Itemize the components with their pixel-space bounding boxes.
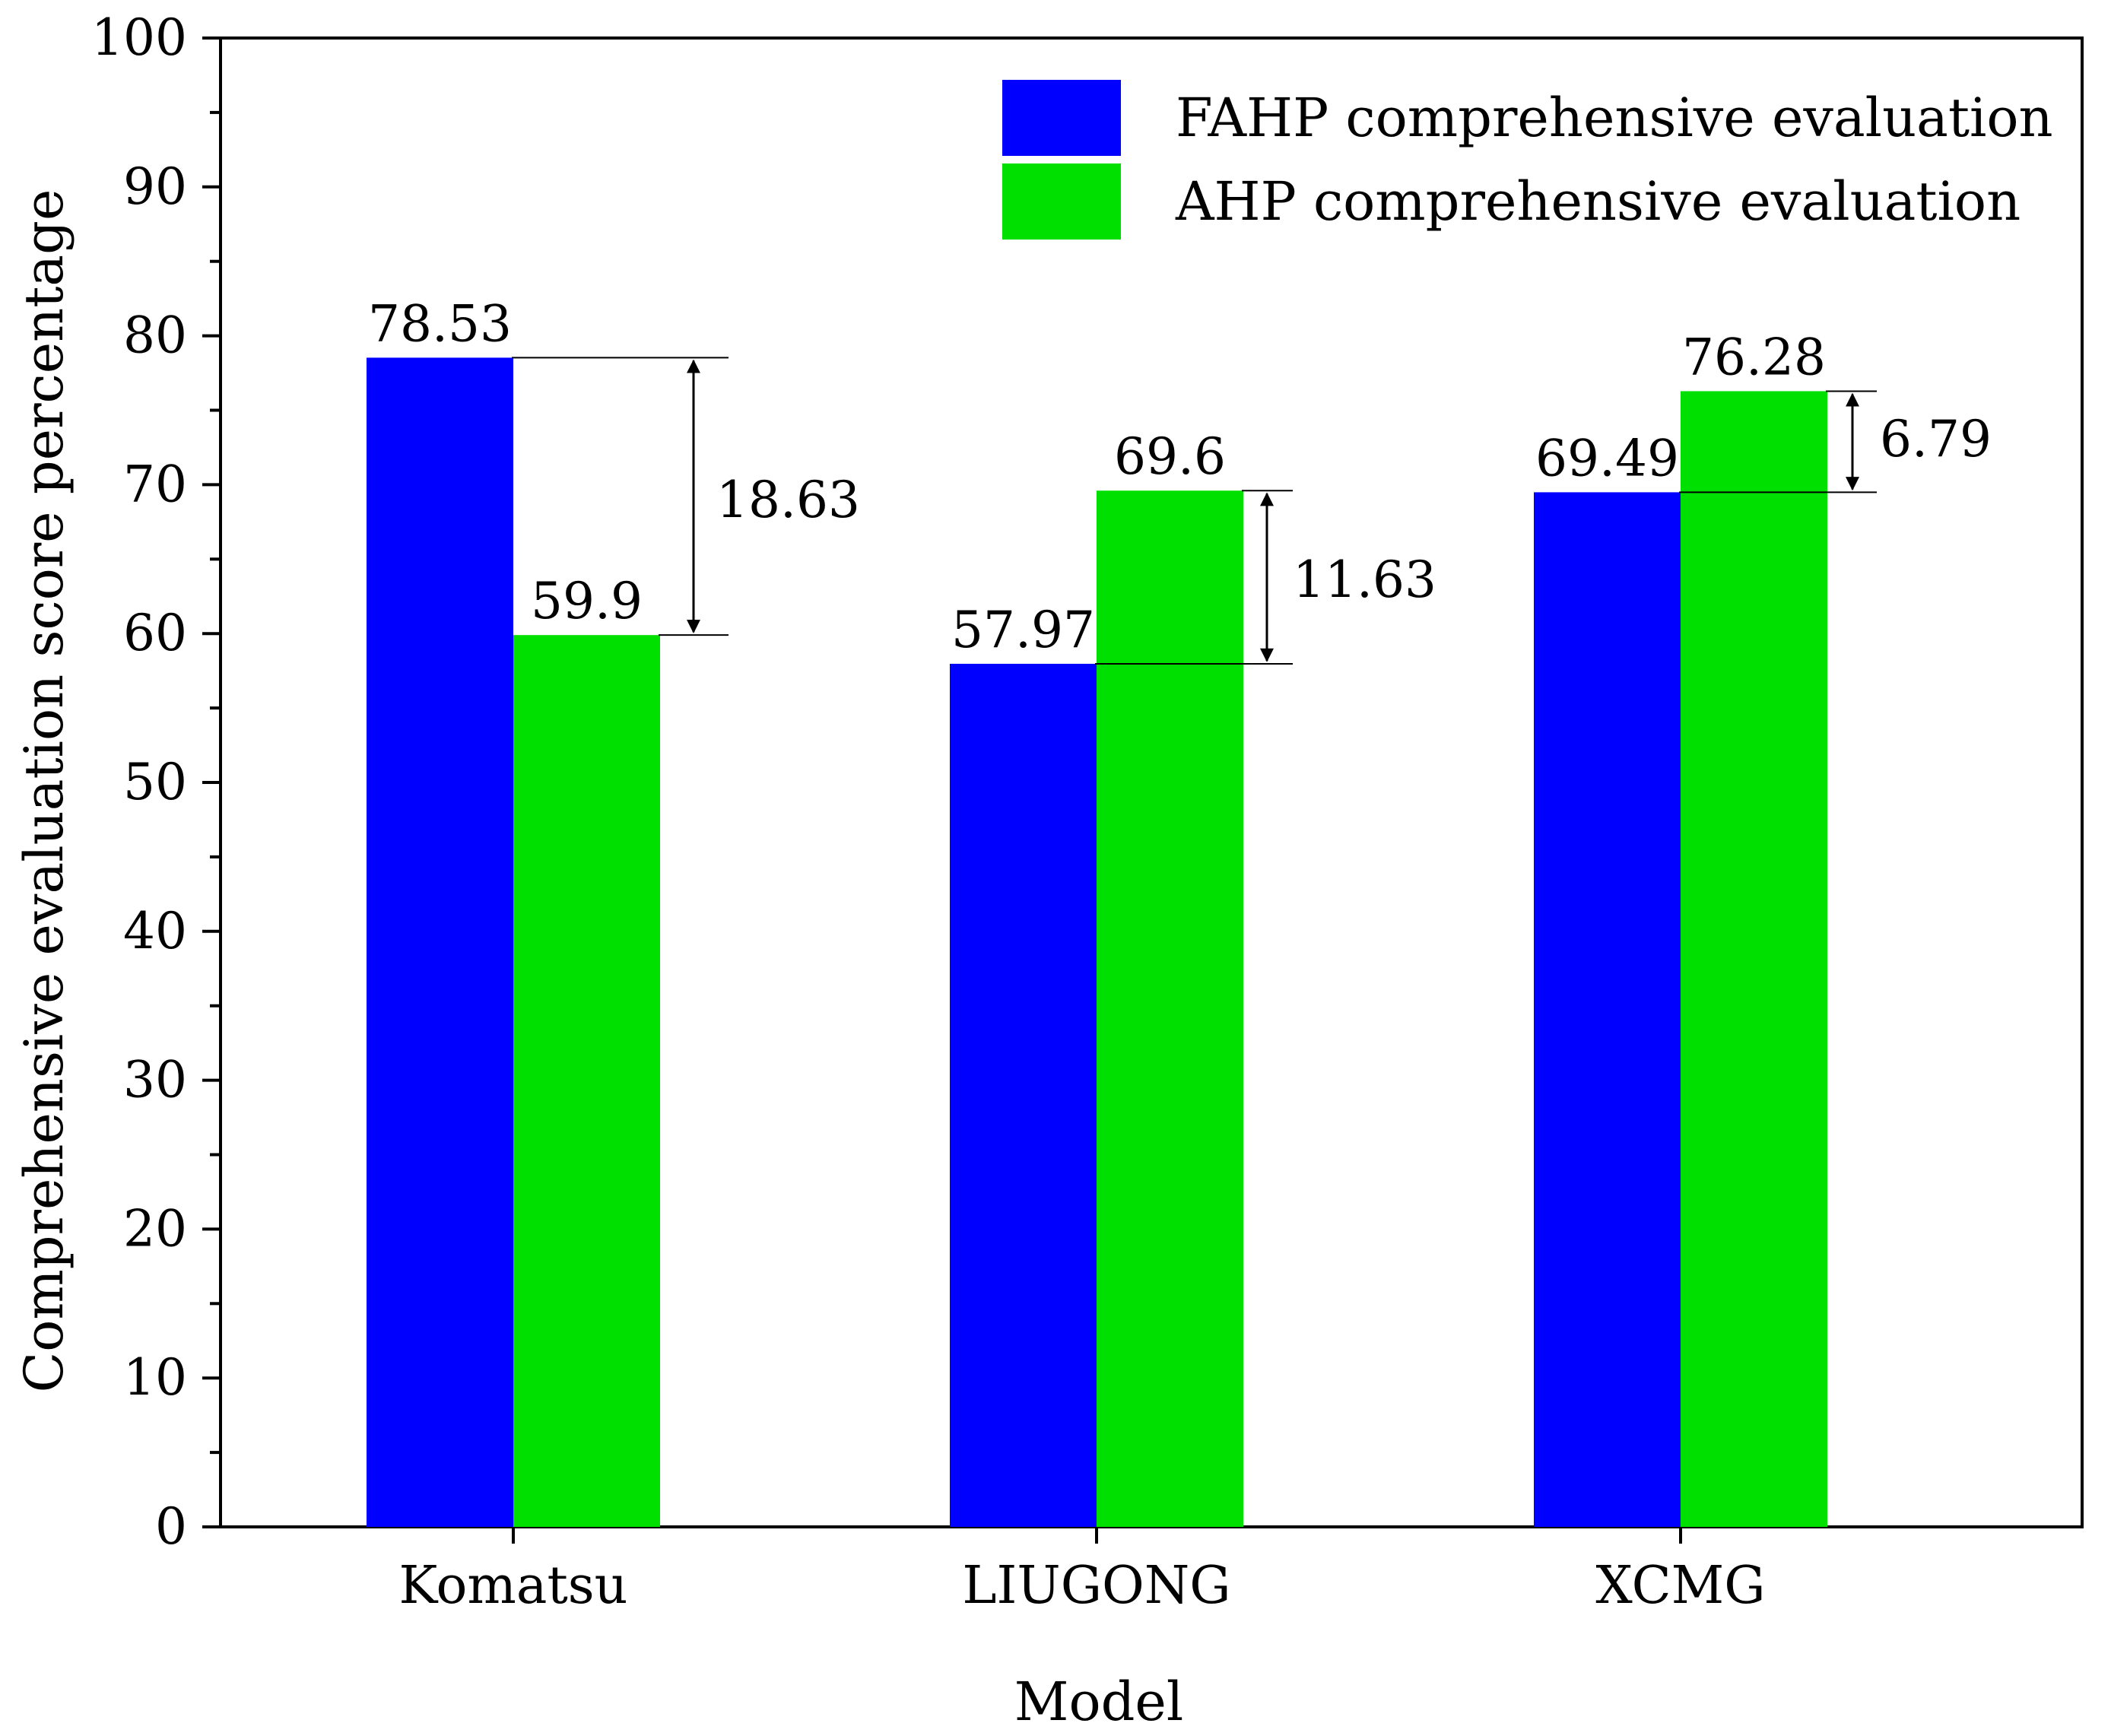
- y-tick-label: 80: [123, 306, 187, 365]
- legend: FAHP comprehensive evaluation AHP compreh…: [1002, 80, 2053, 240]
- y-tick-label: 0: [155, 1497, 187, 1556]
- legend-swatch-ahp: [1002, 163, 1121, 240]
- value-label-ahp-liugong: 69.6: [1114, 427, 1226, 486]
- diff-label-komatsu: 18.63: [716, 471, 860, 529]
- legend-label-ahp: AHP comprehensive evaluation: [1175, 170, 2021, 233]
- bar-fahp-komatsu: [367, 357, 513, 1528]
- x-tick-label-xcmg: XCMG: [1595, 1556, 1765, 1616]
- y-tick-label: 70: [123, 455, 187, 513]
- y-tick-label: 100: [91, 8, 187, 67]
- legend-label-fahp: FAHP comprehensive evaluation: [1176, 87, 2053, 149]
- value-label-fahp-liugong: 57.97: [951, 601, 1095, 659]
- value-label-fahp-xcmg: 69.49: [1535, 429, 1679, 487]
- bar-fahp-liugong: [950, 663, 1097, 1527]
- axes-group: 0 10 20 30 40 50 60 70 80 90 100 Komatsu LIUGONG XCMG: [91, 8, 2084, 1616]
- diff-label-xcmg: 6.79: [1880, 410, 1992, 468]
- y-axis-title: Comprehensive evaluation score percentag…: [13, 189, 75, 1393]
- y-tick-label: 60: [123, 604, 187, 662]
- y-tick-label: 40: [123, 902, 187, 960]
- bar-ahp-xcmg: [1681, 391, 1827, 1527]
- x-tick-label-komatsu: Komatsu: [399, 1556, 628, 1616]
- bars-group: 78.53 57.97 69.49 59.9 69.6 76.28: [367, 294, 1827, 1528]
- difference-annotations: 18.63 11.63 6.79: [512, 357, 1992, 665]
- y-tick-label: 20: [123, 1199, 187, 1258]
- y-tick-label: 90: [123, 157, 187, 216]
- bar-fahp-xcmg: [1534, 492, 1681, 1528]
- value-label-ahp-xcmg: 76.28: [1682, 328, 1826, 386]
- x-axis-title: Model: [1014, 1671, 1183, 1733]
- value-label-fahp-komatsu: 78.53: [368, 294, 512, 353]
- y-tick-label: 10: [123, 1348, 187, 1407]
- bar-ahp-komatsu: [513, 635, 660, 1528]
- bar-ahp-liugong: [1097, 490, 1243, 1528]
- y-tick-label: 30: [123, 1051, 187, 1109]
- legend-swatch-fahp: [1002, 80, 1121, 156]
- diff-label-liugong: 11.63: [1293, 551, 1436, 609]
- value-label-ahp-komatsu: 59.9: [531, 572, 643, 630]
- y-tick-label: 50: [123, 753, 187, 811]
- x-tick-label-liugong: LIUGONG: [962, 1556, 1230, 1616]
